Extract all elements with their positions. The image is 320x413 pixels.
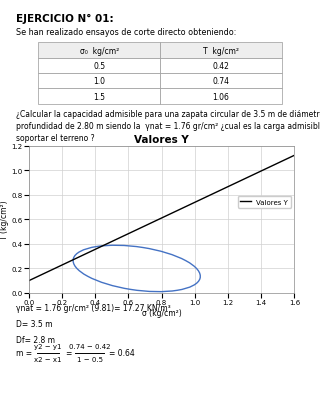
- Bar: [38, 74, 160, 89]
- Text: EJERCICIO N° 01:: EJERCICIO N° 01:: [16, 14, 114, 24]
- Bar: [160, 59, 282, 74]
- Bar: [38, 89, 160, 104]
- Bar: [160, 43, 282, 59]
- Text: γnat = 1.76 gr/cm² (9.81)= 17.27 KN/m³: γnat = 1.76 gr/cm² (9.81)= 17.27 KN/m³: [16, 304, 171, 313]
- Text: 1.5: 1.5: [93, 93, 105, 101]
- Text: y2 − y1: y2 − y1: [34, 344, 62, 349]
- Valores Y: [270, 164, 274, 169]
- Bar: [38, 43, 160, 59]
- Bar: [38, 59, 160, 74]
- Valores Y: [76, 255, 80, 260]
- Legend: Valores Y: Valores Y: [237, 197, 291, 208]
- Text: 1 − 0.5: 1 − 0.5: [76, 356, 103, 362]
- X-axis label: σ (kg/cm²): σ (kg/cm²): [142, 308, 181, 317]
- Text: 0.5: 0.5: [93, 62, 105, 71]
- Text: Se han realizado ensayos de corte directo obteniendo:: Se han realizado ensayos de corte direct…: [16, 28, 236, 37]
- Text: =: =: [66, 348, 72, 357]
- Valores Y: [37, 273, 41, 278]
- Text: σ₀  kg/cm²: σ₀ kg/cm²: [80, 47, 119, 55]
- Valores Y: [43, 271, 47, 276]
- Bar: [160, 74, 282, 89]
- Text: m =: m =: [16, 348, 35, 357]
- Valores Y: [292, 153, 296, 158]
- Text: 1.06: 1.06: [212, 93, 229, 101]
- Text: 0.42: 0.42: [212, 62, 229, 71]
- Text: ¿Calcular la capacidad admisible para una zapata circular de 3.5 m de diámetro y: ¿Calcular la capacidad admisible para un…: [16, 109, 320, 142]
- Text: = 0.64: = 0.64: [109, 348, 134, 357]
- Valores Y: [279, 160, 283, 165]
- Text: x2 − x1: x2 − x1: [34, 356, 62, 362]
- Text: Df= 2.8 m: Df= 2.8 m: [16, 335, 55, 344]
- Bar: [160, 89, 282, 104]
- Valores Y: [27, 278, 31, 283]
- Valores Y: [98, 245, 101, 250]
- Text: 0.74 − 0.42: 0.74 − 0.42: [69, 344, 110, 349]
- Line: Valores Y: Valores Y: [29, 156, 294, 281]
- Text: 0.74: 0.74: [212, 77, 229, 86]
- Text: D= 3.5 m: D= 3.5 m: [16, 319, 52, 328]
- Title: Valores Y: Valores Y: [134, 135, 189, 145]
- Text: T  kg/cm²: T kg/cm²: [203, 47, 239, 55]
- Y-axis label: T (kg/cm²): T (kg/cm²): [0, 200, 9, 240]
- Text: 1.0: 1.0: [93, 77, 105, 86]
